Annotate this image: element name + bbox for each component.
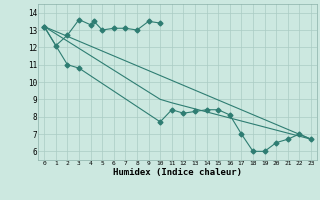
X-axis label: Humidex (Indice chaleur): Humidex (Indice chaleur): [113, 168, 242, 177]
